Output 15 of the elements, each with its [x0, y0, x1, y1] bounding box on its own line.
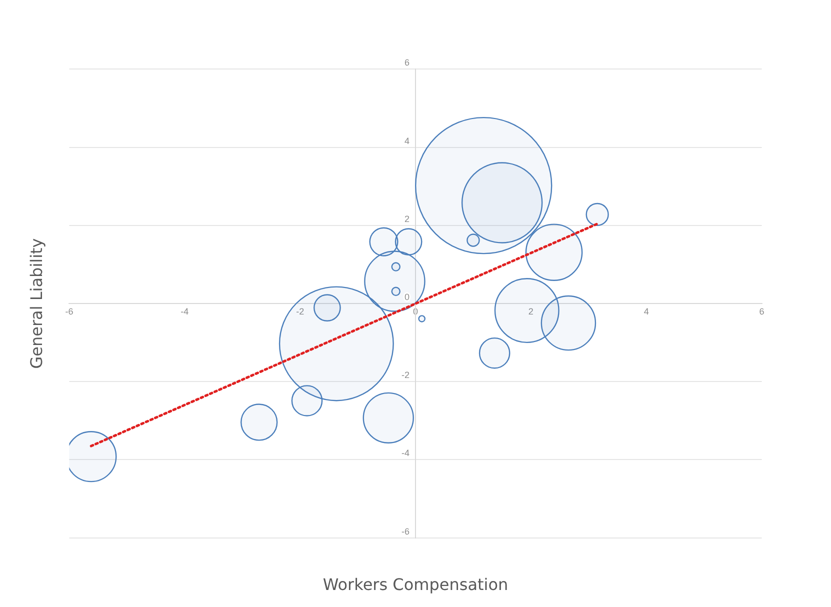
- x-axis-title: Workers Compensation: [322, 575, 508, 594]
- y-tick-label: -6: [401, 526, 410, 536]
- y-tick-label: 2: [404, 214, 410, 224]
- y-tick-label: 0: [404, 292, 410, 302]
- x-tick-label: 6: [759, 306, 764, 316]
- y-tick-label: 6: [404, 58, 410, 68]
- y-tick-label: -2: [401, 370, 410, 380]
- y-tick-label: -4: [401, 448, 410, 458]
- x-tick-label: -6: [65, 306, 74, 316]
- x-tick-label: 2: [528, 306, 534, 316]
- y-tick-label: 4: [404, 136, 410, 146]
- y-axis-title: General Liability: [27, 238, 46, 369]
- x-tick-label: 4: [644, 306, 649, 316]
- x-tick-label: -2: [296, 306, 304, 316]
- x-tick-label: -4: [180, 306, 189, 316]
